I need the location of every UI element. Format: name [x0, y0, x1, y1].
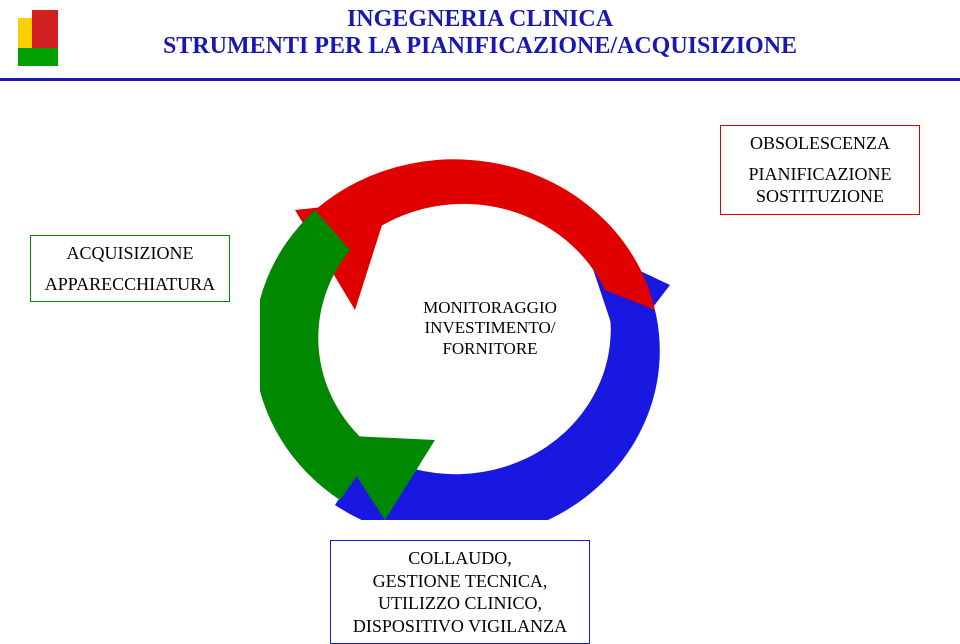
title-divider	[0, 78, 960, 81]
box-acquisizione-line1: ACQUISIZIONE	[41, 242, 219, 265]
logo-green-rect	[18, 48, 58, 66]
spacer	[731, 155, 909, 163]
box-acquisizione: ACQUISIZIONE APPARECCHIATURA	[30, 235, 230, 302]
title-line2: STRUMENTI PER LA PIANIFICAZIONE/ACQUISIZ…	[0, 33, 960, 60]
logo-red-rect	[32, 10, 58, 50]
box-collaudo-line2: GESTIONE TECNICA,	[341, 570, 579, 593]
box-obsolescenza-line2: PIANIFICAZIONE SOSTITUZIONE	[731, 163, 909, 208]
box-collaudo-line3: UTILIZZO CLINICO,	[341, 592, 579, 615]
spacer	[41, 265, 219, 273]
box-obsolescenza: OBSOLESCENZA PIANIFICAZIONE SOSTITUZIONE	[720, 125, 920, 215]
box-acquisizione-line2: APPARECCHIATURA	[41, 273, 219, 296]
logo	[18, 10, 58, 70]
center-label-line1: MONITORAGGIO	[410, 298, 570, 318]
box-collaudo-line4: DISPOSITIVO VIGILANZA	[341, 615, 579, 638]
cycle-center-label: MONITORAGGIO INVESTIMENTO/ FORNITORE	[410, 298, 570, 359]
page-title: INGEGNERIA CLINICA STRUMENTI PER LA PIAN…	[0, 0, 960, 60]
box-collaudo-line1: COLLAUDO,	[341, 547, 579, 570]
center-label-line2: INVESTIMENTO/	[410, 318, 570, 338]
box-obsolescenza-line1: OBSOLESCENZA	[731, 132, 909, 155]
center-label-line3: FORNITORE	[410, 339, 570, 359]
title-line1: INGEGNERIA CLINICA	[0, 6, 960, 33]
box-collaudo: COLLAUDO, GESTIONE TECNICA, UTILIZZO CLI…	[330, 540, 590, 644]
